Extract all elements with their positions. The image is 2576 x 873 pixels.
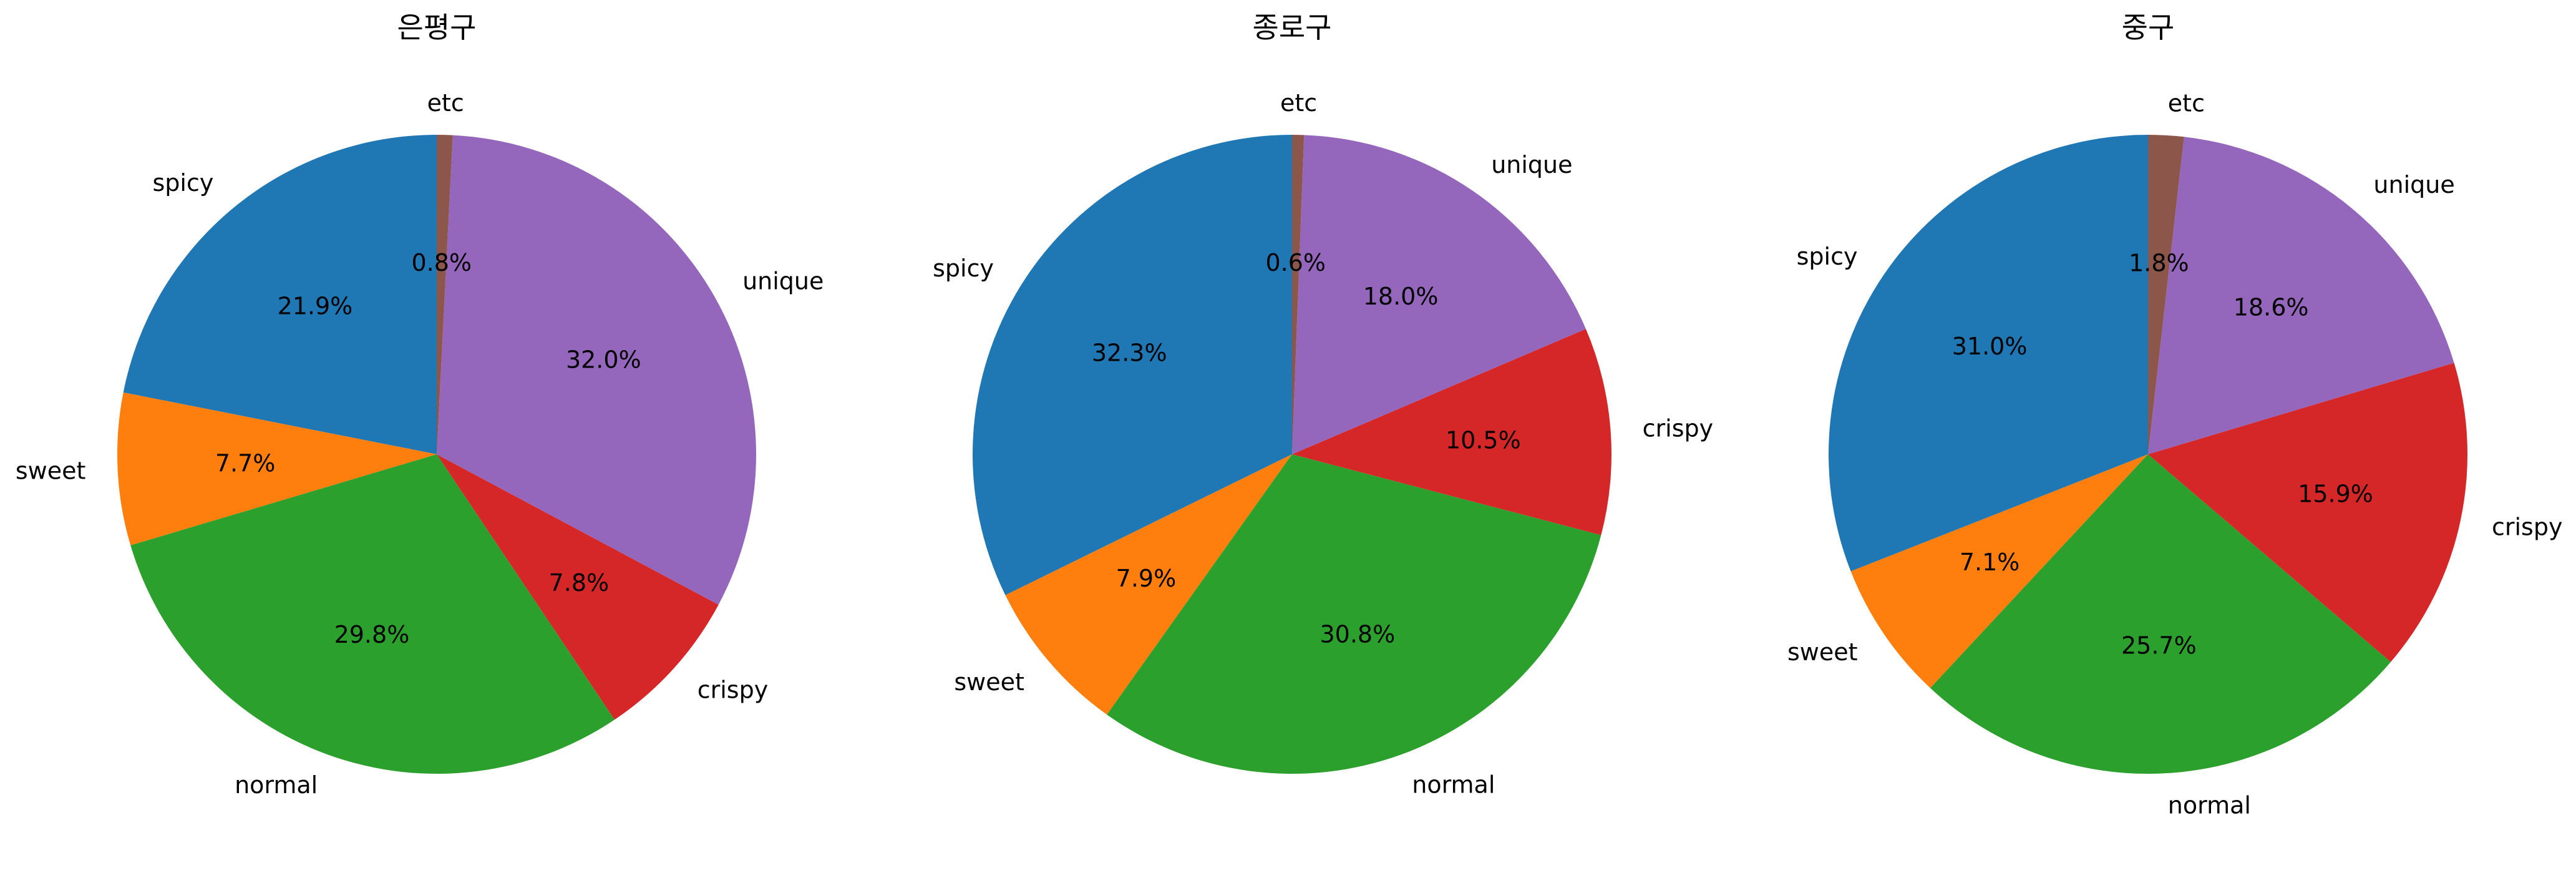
pie-chart-eunpyeong: 은평구 21.9% spicy 7.7% sweet 29.8% normal 7.8% cr… (16, 11, 824, 799)
slice-label-sweet: sweet (1787, 638, 1858, 666)
slice-label-etc: etc (1280, 89, 1317, 117)
pie-slice-crispy (2148, 363, 2468, 662)
slice-label-sweet: sweet (16, 457, 86, 485)
pie-slice-spicy (972, 135, 1292, 595)
pct-label-spicy: 31.0% (1952, 333, 2028, 360)
slice-label-crispy: crispy (2492, 514, 2562, 541)
pie-chart-junggu: 중구 31.0% spicy 7.1% sweet 25.7% normal 15.9% cr… (1787, 11, 2563, 819)
slice-label-sweet: sweet (954, 668, 1024, 696)
slice-label-unique: unique (1491, 151, 1572, 178)
chart-title: 은평구 (397, 11, 477, 44)
pct-label-spicy: 32.3% (1092, 339, 1167, 367)
pie-slice-etc (2148, 135, 2184, 454)
pie-slice-sweet (1850, 454, 2148, 688)
pct-label-etc: 1.8% (2129, 249, 2189, 276)
pct-label-sweet: 7.7% (215, 449, 276, 477)
chart-title: 종로구 (1253, 11, 1332, 44)
pie-slice-etc (1292, 135, 1305, 454)
slice-label-spicy: spicy (1797, 243, 1858, 270)
pie-slice-sweet (117, 392, 437, 545)
slice-label-etc: etc (427, 89, 464, 117)
pie-slice-unique (437, 135, 757, 605)
pie-slice-normal (1107, 454, 1601, 774)
pct-label-etc: 0.8% (411, 249, 472, 276)
pct-label-sweet: 7.9% (1116, 565, 1177, 592)
pie-slice-etc (437, 135, 453, 454)
slice-label-spicy: spicy (933, 255, 994, 282)
pie-slice-crispy (1292, 329, 1611, 535)
pie-slice-spicy (123, 135, 437, 454)
pct-label-crispy: 15.9% (2298, 480, 2373, 508)
slice-label-normal: normal (1412, 771, 1495, 798)
pie-slice-normal (1930, 454, 2391, 774)
chart-title: 중구 (2122, 11, 2175, 44)
slice-label-normal: normal (2168, 791, 2251, 819)
pct-label-sweet: 7.1% (1960, 549, 2020, 576)
pie-slice-spicy (1829, 135, 2148, 572)
pie-chart-jongno: 종로구 32.3% spicy 7.9% sweet 30.8% normal 10.5% c… (933, 11, 1713, 798)
pie-slice-normal (130, 454, 615, 774)
pct-label-normal: 25.7% (2121, 632, 2197, 660)
pct-label-etc: 0.6% (1266, 249, 1326, 276)
pct-label-spicy: 21.9% (278, 293, 353, 320)
slice-label-normal: normal (235, 771, 318, 799)
slice-label-crispy: crispy (1643, 414, 1713, 442)
pct-label-unique: 32.0% (566, 346, 641, 374)
slice-label-spicy: spicy (153, 169, 214, 197)
slice-label-unique: unique (2373, 171, 2454, 198)
slice-label-unique: unique (742, 267, 824, 295)
pie-slice-unique (1292, 135, 1586, 454)
pct-label-normal: 30.8% (1320, 621, 1396, 648)
pie-slice-sweet (1005, 454, 1292, 715)
pct-label-unique: 18.6% (2233, 293, 2309, 321)
pie-slice-unique (2148, 137, 2454, 455)
slice-label-crispy: crispy (697, 676, 768, 704)
pie-slice-crispy (437, 454, 719, 720)
pct-label-normal: 29.8% (334, 621, 410, 648)
pct-label-crispy: 7.8% (549, 569, 610, 597)
pct-label-unique: 18.0% (1363, 283, 1439, 310)
pct-label-crispy: 10.5% (1446, 426, 1521, 454)
slice-label-etc: etc (2168, 90, 2205, 117)
